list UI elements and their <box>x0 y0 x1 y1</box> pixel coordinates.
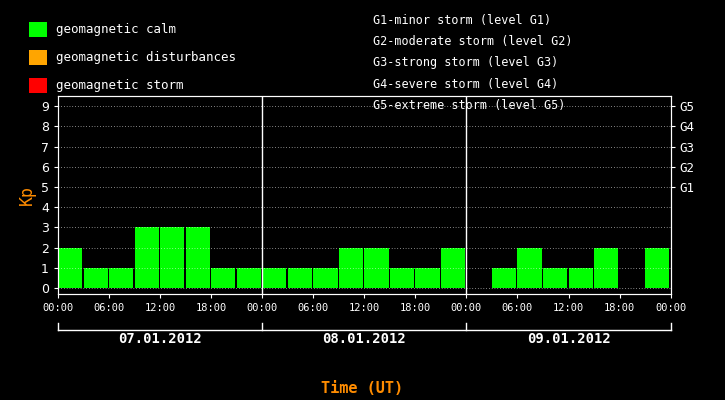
Bar <box>313 268 338 288</box>
Bar <box>58 248 82 288</box>
Bar <box>109 268 133 288</box>
Y-axis label: Kp: Kp <box>17 185 36 205</box>
Text: geomagnetic disturbances: geomagnetic disturbances <box>56 51 236 64</box>
Text: Time (UT): Time (UT) <box>321 381 404 396</box>
Bar <box>211 268 236 288</box>
Bar <box>492 268 516 288</box>
Bar <box>594 248 618 288</box>
Bar <box>415 268 439 288</box>
Text: G4-severe storm (level G4): G4-severe storm (level G4) <box>373 78 559 91</box>
Text: geomagnetic calm: geomagnetic calm <box>56 23 176 36</box>
Bar <box>543 268 567 288</box>
Bar <box>518 248 542 288</box>
Bar <box>83 268 108 288</box>
Text: G3-strong storm (level G3): G3-strong storm (level G3) <box>373 56 559 69</box>
Bar <box>186 227 210 288</box>
Bar <box>262 268 286 288</box>
Text: G5-extreme storm (level G5): G5-extreme storm (level G5) <box>373 99 566 112</box>
Text: 08.01.2012: 08.01.2012 <box>323 332 406 346</box>
Bar <box>288 268 312 288</box>
Bar <box>441 248 465 288</box>
Text: 09.01.2012: 09.01.2012 <box>526 332 610 346</box>
Bar <box>364 248 389 288</box>
Bar <box>160 227 184 288</box>
Bar <box>236 268 261 288</box>
Text: G1-minor storm (level G1): G1-minor storm (level G1) <box>373 14 552 27</box>
Bar <box>645 248 669 288</box>
Bar <box>135 227 159 288</box>
Bar <box>339 248 363 288</box>
Bar <box>390 268 414 288</box>
Bar <box>568 268 593 288</box>
Text: 07.01.2012: 07.01.2012 <box>118 332 202 346</box>
Text: G2-moderate storm (level G2): G2-moderate storm (level G2) <box>373 35 573 48</box>
Text: geomagnetic storm: geomagnetic storm <box>56 79 183 92</box>
